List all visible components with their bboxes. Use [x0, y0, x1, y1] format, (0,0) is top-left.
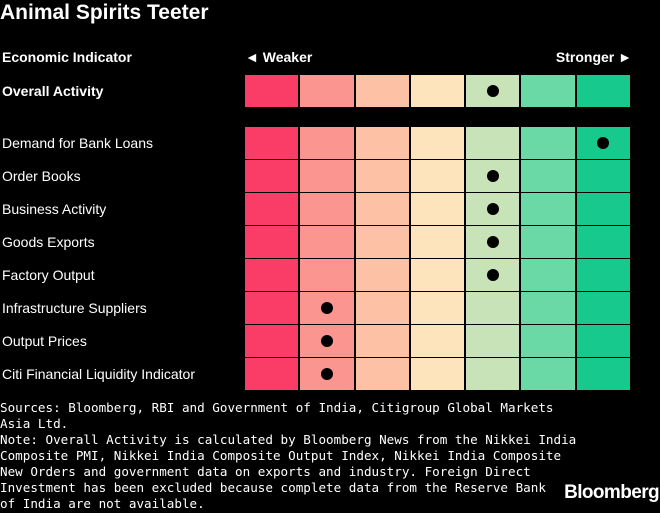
- heatmap-cell: [245, 226, 299, 258]
- heatmap-cell: [466, 358, 520, 390]
- heatmap-cell: [466, 325, 520, 357]
- stronger-label: Stronger ►: [555, 49, 632, 65]
- heatmap-cell: [521, 358, 575, 390]
- heatmap-cell: [355, 358, 409, 390]
- note-line: Note: Overall Activity is calculated by …: [0, 432, 577, 447]
- heatmap-cell: [410, 127, 465, 159]
- heatmap-cell: [410, 193, 465, 225]
- level-marker-dot: [597, 137, 610, 149]
- note-line: of India are not available.: [0, 496, 205, 511]
- weaker-label: ◄ Weaker: [245, 49, 313, 65]
- note-line: New Orders and government data on export…: [0, 464, 531, 479]
- heatmap-cell: [410, 75, 465, 107]
- indicator-label: Output Prices: [2, 333, 87, 349]
- heatmap-cell: [355, 292, 409, 324]
- level-marker-dot: [320, 335, 333, 347]
- heatmap-cell: [300, 75, 354, 107]
- heatmap-cell: [410, 292, 465, 324]
- indicator-column-header: Economic Indicator: [2, 49, 132, 65]
- heatmap-cell: [410, 160, 465, 192]
- heatmap-cell: [300, 226, 354, 258]
- heatmap-cell: [576, 160, 630, 192]
- heatmap-cell: [300, 160, 354, 192]
- heatmap-cell: [245, 259, 299, 291]
- heatmap-cell: [355, 325, 409, 357]
- level-marker-dot: [486, 170, 499, 182]
- level-marker-dot: [486, 85, 499, 97]
- indicator-label: Goods Exports: [2, 234, 95, 250]
- chart-title: Animal Spirits Teeter: [0, 1, 209, 24]
- indicator-label: Demand for Bank Loans: [2, 135, 153, 151]
- heatmap-cell: [245, 160, 299, 192]
- heatmap-cell: [245, 193, 299, 225]
- heatmap-cell: [245, 75, 299, 107]
- heatmap-cell: [521, 292, 575, 324]
- heatmap-cell: [245, 292, 299, 324]
- heatmap-cell: [521, 259, 575, 291]
- heatmap-cell: [300, 127, 354, 159]
- heatmap-cell: [576, 226, 630, 258]
- heatmap-cell: [245, 358, 299, 390]
- heatmap-cell: [355, 160, 409, 192]
- heatmap-cell: [521, 193, 575, 225]
- heatmap-cell: [521, 325, 575, 357]
- heatmap-cell: [355, 75, 409, 107]
- heatmap-cell: [466, 292, 520, 324]
- heatmap-cell: [576, 75, 630, 107]
- source-notes: Sources: Bloomberg, RBI and Government o…: [0, 400, 577, 512]
- indicator-label: Order Books: [2, 168, 81, 184]
- note-line: Investment has been excluded because com…: [0, 480, 546, 495]
- heatmap-cell: [300, 259, 354, 291]
- heatmap-cell: [521, 160, 575, 192]
- heatmap-cell: [576, 358, 630, 390]
- heatmap-cell: [410, 358, 465, 390]
- overall-activity-label: Overall Activity: [2, 83, 104, 99]
- heatmap-cell: [300, 193, 354, 225]
- heatmap-cell: [521, 127, 575, 159]
- level-marker-dot: [320, 368, 333, 380]
- heatmap-cell: [355, 127, 409, 159]
- heatmap-cell: [410, 325, 465, 357]
- indicator-label: Infrastructure Suppliers: [2, 300, 147, 316]
- indicator-label: Factory Output: [2, 267, 95, 283]
- note-line: Asia Ltd.: [0, 416, 69, 431]
- heatmap-cell: [466, 127, 520, 159]
- indicator-label: Business Activity: [2, 201, 107, 217]
- heatmap-cell: [521, 226, 575, 258]
- indicator-label: Citi Financial Liquidity Indicator: [2, 366, 195, 382]
- level-marker-dot: [486, 203, 499, 215]
- level-marker-dot: [486, 236, 499, 248]
- heatmap-cell: [521, 75, 575, 107]
- heatmap-cell: [576, 193, 630, 225]
- level-marker-dot: [486, 269, 499, 281]
- heatmap-cell: [576, 325, 630, 357]
- note-line: Sources: Bloomberg, RBI and Government o…: [0, 400, 554, 415]
- heatmap-cell: [355, 193, 409, 225]
- heatmap-cell: [355, 259, 409, 291]
- level-marker-dot: [320, 302, 333, 314]
- heatmap-cell: [245, 325, 299, 357]
- heatmap-cell: [410, 226, 465, 258]
- note-line: Composite PMI, Nikkei India Composite Ou…: [0, 448, 562, 463]
- heatmap-cell: [576, 259, 630, 291]
- heatmap-cell: [576, 292, 630, 324]
- heatmap-cell: [410, 259, 465, 291]
- heatmap-cell: [355, 226, 409, 258]
- heatmap-cell: [245, 127, 299, 159]
- bloomberg-logo: Bloomberg: [564, 482, 659, 503]
